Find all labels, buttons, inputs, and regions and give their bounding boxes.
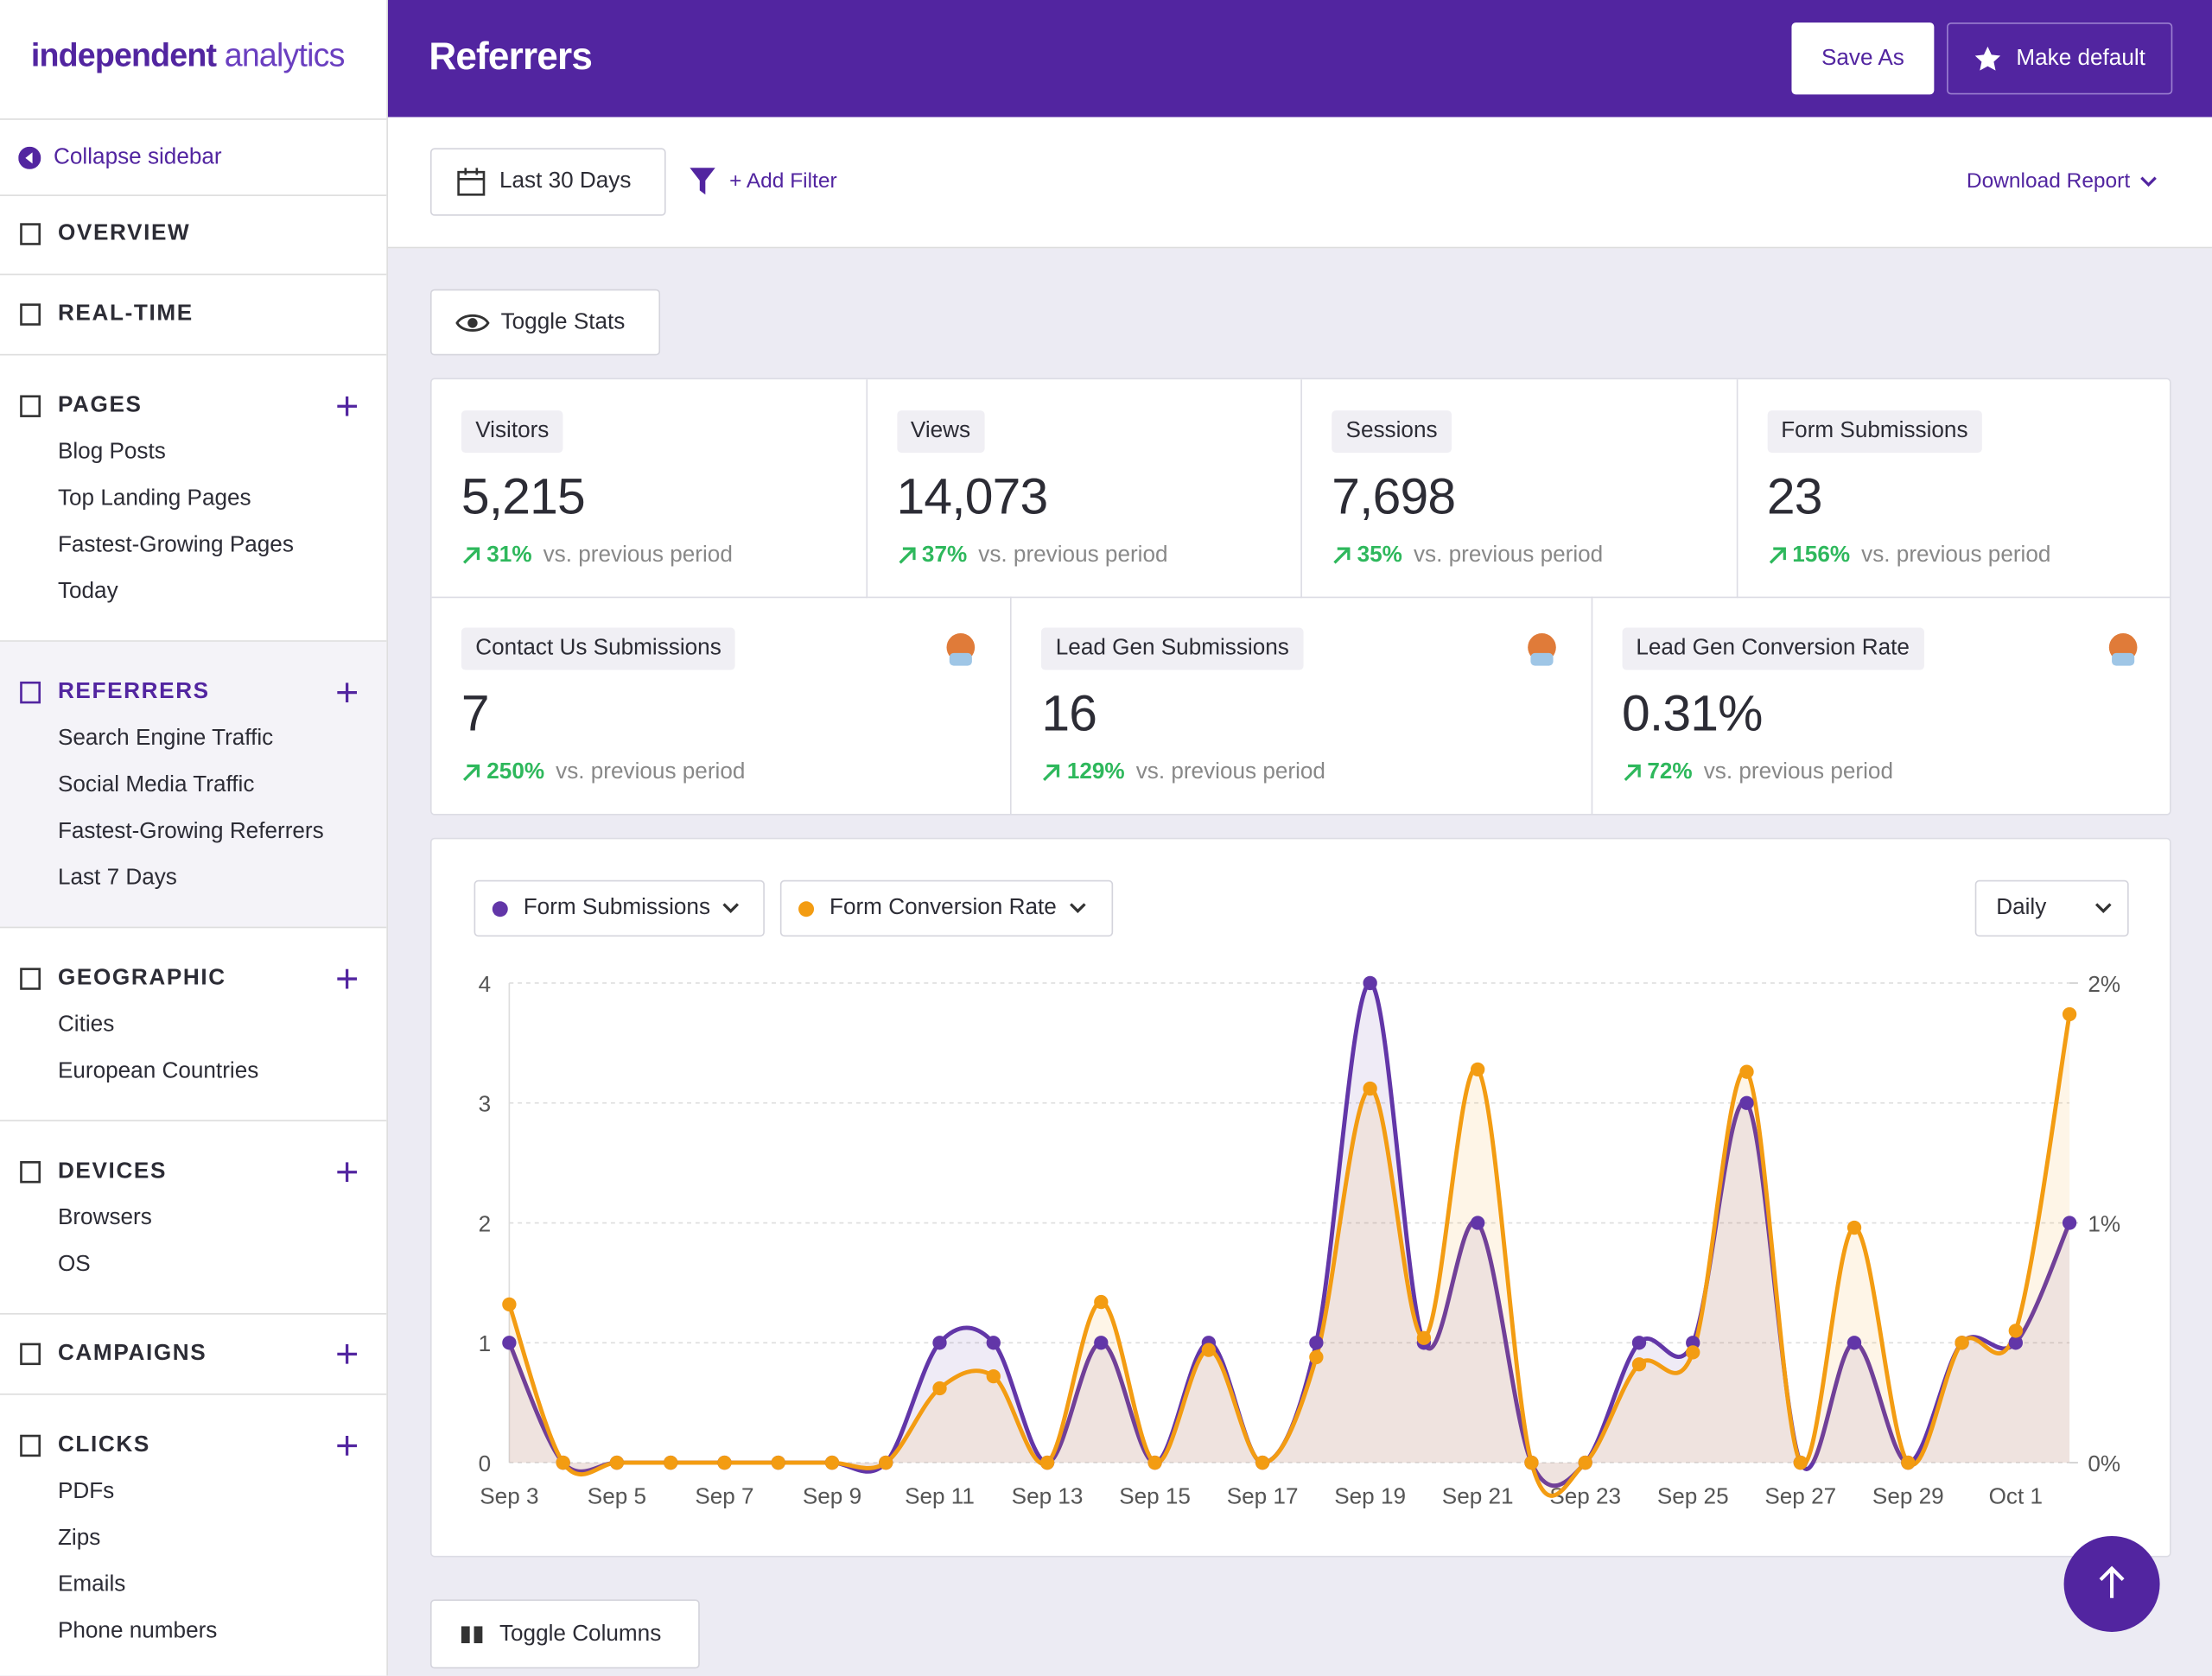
point [1847,1336,1861,1349]
icon [460,1624,485,1644]
point [1686,1345,1700,1359]
legend-item[interactable]: Form Conversion Rate [780,880,1113,936]
x-tick-label: Sep 5 [588,1482,646,1508]
button-text: Toggle Columns [499,1622,661,1647]
point [1471,1216,1484,1229]
point [664,1456,677,1470]
legend-swatch [798,900,814,916]
x-tick-label: Oct 1 [1989,1482,2043,1508]
x-tick-label: Sep 9 [803,1482,861,1508]
point [1632,1336,1646,1349]
point [932,1381,946,1395]
point [610,1456,624,1470]
point [1417,1331,1431,1345]
point [987,1369,1001,1383]
point [1471,1063,1484,1076]
point [1255,1456,1269,1470]
x-tick-label: Sep 7 [695,1482,753,1508]
icon-shape [1071,905,1084,911]
point [1955,1336,1968,1349]
point [1901,1456,1915,1470]
point [1363,976,1376,990]
legend-item[interactable]: Form Submissions [474,880,765,936]
x-tick-label: Sep 19 [1334,1482,1406,1508]
point [2063,1007,2076,1021]
x-tick-label: Sep 17 [1227,1482,1299,1508]
point [502,1298,516,1311]
point [1094,1336,1108,1349]
legend-label: Form Conversion Rate [830,896,1057,921]
point [1309,1336,1323,1349]
y2-tick-label: 0% [2088,1451,2120,1476]
area [509,1014,2069,1495]
point [1739,1096,1753,1110]
y-tick-label: 4 [479,971,492,997]
y-tick-label: 0 [479,1451,492,1476]
point [1739,1064,1753,1078]
point [556,1456,569,1470]
y2-tick-label: 2% [2088,971,2120,997]
point [879,1456,893,1470]
legend-label: Form Submissions [524,896,710,921]
x-tick-label: Sep 27 [1764,1482,1836,1508]
x-tick-label: Sep 25 [1657,1482,1729,1508]
x-tick-label: Sep 29 [1872,1482,1944,1508]
x-tick-label: Sep 3 [480,1482,538,1508]
point [1202,1343,1216,1356]
point [1524,1456,1538,1470]
x-tick-label: Sep 11 [905,1482,975,1508]
x-tick-label: Sep 15 [1119,1482,1191,1508]
point [1363,1082,1376,1095]
y2-tick-label: 1% [2088,1210,2120,1236]
point [1632,1357,1646,1371]
point [1794,1456,1808,1470]
point [1147,1456,1161,1470]
y-tick-label: 3 [479,1091,492,1117]
point [2063,1216,2076,1229]
point [502,1336,516,1349]
point [1309,1350,1323,1364]
x-tick-label: Sep 13 [1012,1482,1084,1508]
point [1579,1456,1592,1470]
point [987,1336,1001,1349]
icon-shape [724,905,738,911]
x-tick-label: Sep 21 [1442,1482,1514,1508]
point [2009,1324,2023,1337]
icon [721,901,741,915]
point [825,1456,839,1470]
y-tick-label: 1 [479,1330,492,1356]
toggle-columns-button[interactable]: Toggle Columns [430,1599,700,1668]
point [1094,1295,1108,1309]
point [1040,1456,1054,1470]
point [1847,1221,1861,1235]
point [932,1336,946,1349]
point [717,1456,731,1470]
icon [1068,901,1088,915]
legend-swatch [493,900,508,916]
y-tick-label: 2 [479,1210,492,1236]
scroll-top-button[interactable] [2063,1534,2161,1633]
point [772,1456,785,1470]
